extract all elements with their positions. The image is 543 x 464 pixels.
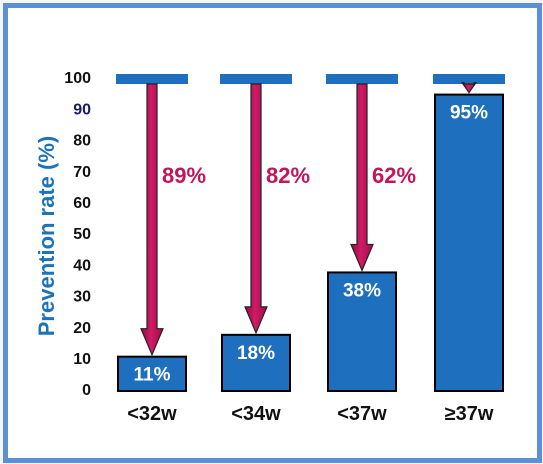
reference-line-100 bbox=[116, 74, 188, 84]
y-tick-label: 100 bbox=[64, 70, 91, 87]
bar-value-label: 11% bbox=[134, 365, 171, 386]
reference-line-100 bbox=[433, 74, 505, 84]
y-axis-ticks: 0 10 20 30 40 50 60 70 80 90 100 bbox=[64, 70, 91, 399]
reduction-arrow bbox=[460, 81, 478, 94]
x-category-label: <37w bbox=[337, 403, 387, 425]
y-tick-label: 60 bbox=[73, 195, 91, 212]
bar-labels: 89% 11% 82% 18% 62% 38% 95% bbox=[134, 103, 489, 386]
bar-value-label: 95% bbox=[450, 103, 488, 124]
x-category-label: <34w bbox=[231, 403, 281, 425]
reference-line-100 bbox=[220, 74, 292, 84]
bars bbox=[116, 74, 505, 392]
y-tick-label: 50 bbox=[73, 226, 91, 243]
y-tick-label: 30 bbox=[73, 289, 91, 306]
bar-value-label: 38% bbox=[343, 280, 381, 301]
reduction-arrow bbox=[350, 83, 374, 272]
y-tick-label: 70 bbox=[73, 164, 91, 181]
reduction-arrow bbox=[140, 83, 164, 357]
y-tick-label: 40 bbox=[73, 257, 91, 274]
reduction-label: 82% bbox=[266, 163, 310, 188]
reference-line-100 bbox=[326, 74, 398, 84]
y-tick-label: 90 bbox=[73, 101, 91, 118]
y-tick-label: 20 bbox=[73, 320, 91, 337]
bar bbox=[434, 93, 504, 392]
y-axis-label: Prevention rate (%) bbox=[34, 136, 59, 337]
y-tick-label: 80 bbox=[73, 133, 91, 150]
reduction-arrows bbox=[140, 81, 478, 357]
bar-value-label: 18% bbox=[237, 343, 275, 364]
bar bbox=[327, 271, 397, 392]
y-tick-label: 10 bbox=[73, 351, 91, 368]
x-category-label: ≥37w bbox=[445, 403, 494, 425]
bar bbox=[221, 333, 291, 392]
x-category-label: <32w bbox=[127, 403, 177, 425]
x-axis-labels: <32w <34w <37w ≥37w bbox=[127, 403, 494, 425]
reduction-label: 62% bbox=[372, 163, 416, 188]
reduction-label: 89% bbox=[162, 163, 206, 188]
bar bbox=[117, 355, 187, 392]
y-tick-label: 0 bbox=[82, 382, 91, 399]
reduction-arrow bbox=[244, 83, 268, 335]
